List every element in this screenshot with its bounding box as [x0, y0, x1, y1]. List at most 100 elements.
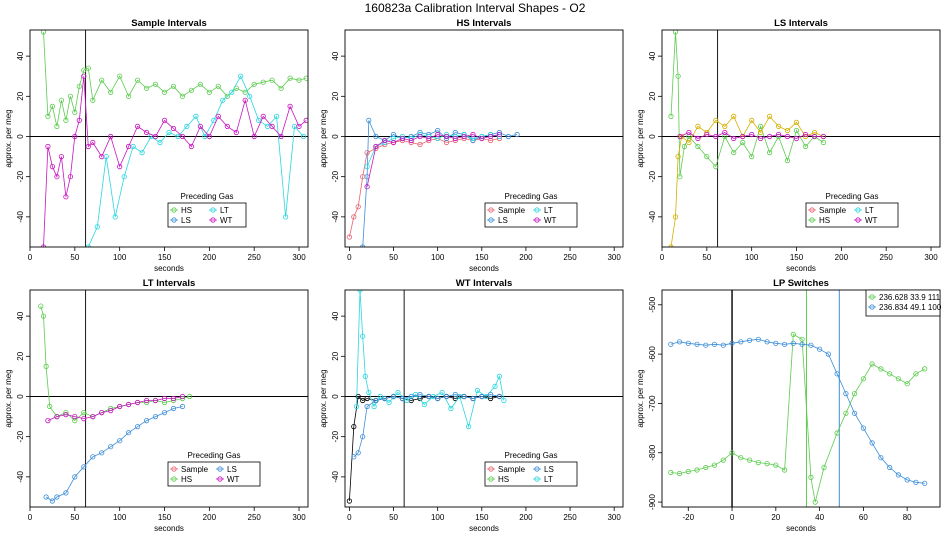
data-point: [399, 395, 405, 402]
data-point: [492, 383, 498, 389]
data-point: [373, 143, 379, 150]
x-axis-label: seconds: [469, 264, 499, 273]
data-point: [54, 123, 60, 130]
y-axis-label: approx. per meg: [636, 369, 645, 427]
x-axis-label: seconds: [786, 524, 816, 533]
data-point: [224, 93, 230, 99]
legend-entry: Sample: [498, 465, 526, 474]
data-point: [287, 103, 293, 110]
data-point: [740, 133, 746, 140]
legend-entry: HS: [498, 475, 509, 484]
y-tick-label: 20: [331, 91, 340, 100]
y-tick-label: -700: [648, 395, 657, 412]
data-point: [820, 139, 827, 146]
data-point: [749, 117, 755, 124]
data-point: [144, 397, 150, 404]
data-point: [694, 467, 700, 473]
data-point: [49, 164, 56, 170]
data-point: [45, 143, 51, 150]
data-point: [282, 214, 289, 220]
legend-entry: LS: [227, 465, 237, 474]
data-point: [675, 73, 681, 79]
data-point: [679, 133, 685, 140]
data-point: [746, 337, 753, 343]
legend-swatch-marker: [217, 476, 223, 482]
legend-swatch-marker: [869, 304, 875, 310]
y-tick-label: 20: [648, 91, 657, 100]
data-point: [229, 89, 235, 95]
data-point: [357, 290, 363, 293]
x-tick-label: 250: [880, 253, 894, 262]
data-point: [764, 339, 770, 345]
series-line-LT: [87, 75, 304, 247]
data-point: [448, 405, 454, 412]
data-point: [834, 430, 840, 436]
data-point: [704, 154, 710, 160]
legend-swatch-marker: [171, 466, 177, 472]
data-point: [781, 467, 788, 473]
data-point: [755, 459, 761, 466]
legend-swatch-marker: [210, 207, 216, 213]
data-point: [179, 395, 186, 402]
data-point: [351, 454, 357, 460]
x-tick-label: 40: [815, 513, 824, 522]
y-tick-label: 0: [16, 394, 25, 399]
series-line-LS: [45, 406, 183, 502]
legend-entry: LT: [865, 206, 874, 215]
plot-area: [345, 290, 623, 507]
data-point: [179, 93, 186, 99]
data-point: [895, 376, 902, 382]
data-point: [799, 336, 805, 342]
data-point: [496, 373, 502, 379]
data-point: [675, 154, 681, 160]
data-point: [496, 133, 502, 140]
data-point: [821, 464, 827, 471]
x-tick-label: 100: [113, 513, 127, 522]
data-point: [188, 143, 194, 150]
data-point: [81, 73, 87, 79]
legend-title: Preceding Gas: [826, 192, 879, 201]
data-point: [117, 403, 123, 410]
data-point: [775, 123, 782, 130]
data-point: [799, 341, 805, 347]
data-point: [668, 244, 674, 247]
x-tick-label: 300: [292, 513, 306, 522]
data-point: [76, 117, 82, 124]
x-axis-label: seconds: [469, 524, 499, 533]
data-point: [72, 474, 78, 480]
x-tick-label: 150: [475, 253, 489, 262]
data-point: [40, 30, 47, 35]
data-point: [738, 339, 744, 345]
x-tick-label: 200: [519, 253, 533, 262]
data-point: [170, 83, 177, 89]
legend-swatch-marker: [488, 476, 494, 482]
panel-lp: LP Switches -20 0 20 40 60 80 -900 -800 -700 -600 -…: [636, 278, 942, 533]
legend-entry: LS: [544, 465, 554, 474]
data-point: [812, 499, 818, 505]
data-point: [878, 366, 884, 372]
data-point: [247, 93, 253, 99]
data-point: [711, 341, 718, 347]
legend-swatch-marker: [855, 207, 861, 213]
data-point: [738, 455, 744, 461]
data-point: [922, 366, 928, 372]
data-point: [72, 417, 78, 424]
data-point: [206, 89, 212, 95]
data-point: [685, 340, 691, 346]
data-point: [126, 430, 132, 436]
data-point: [40, 244, 47, 247]
series-line-HS: [43, 31, 307, 127]
data-point: [474, 387, 480, 394]
data-point: [757, 135, 764, 142]
y-axis-label: approx. per meg: [4, 369, 13, 427]
panel-hs: HS Intervals 0 50 100 150 200 250 300 -40 -20 0 20 4…: [319, 18, 624, 273]
data-point: [197, 81, 203, 87]
data-point: [63, 117, 69, 124]
series-line-black: [349, 395, 500, 502]
y-tick-label: 0: [331, 134, 340, 139]
data-point: [694, 341, 700, 347]
data-point: [72, 413, 78, 420]
data-point: [251, 81, 257, 87]
data-point: [731, 113, 737, 120]
